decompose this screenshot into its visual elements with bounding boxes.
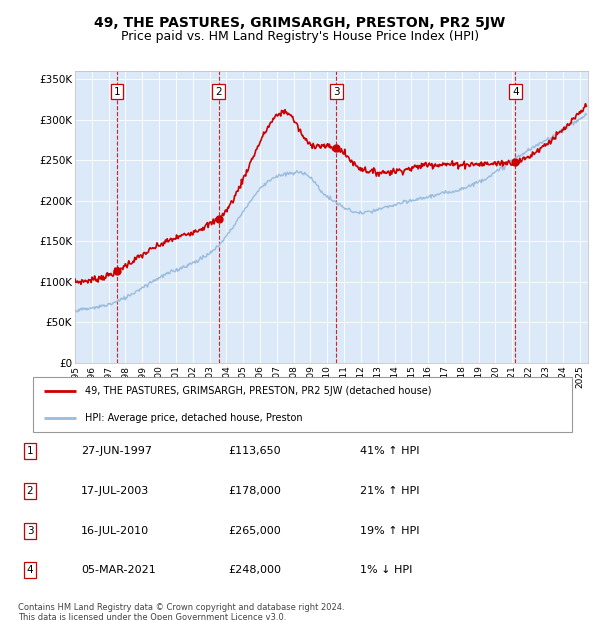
Text: Contains HM Land Registry data © Crown copyright and database right 2024.
This d: Contains HM Land Registry data © Crown c… [18, 603, 344, 620]
Text: £248,000: £248,000 [228, 565, 281, 575]
Point [214, 214, 223, 224]
Text: 4: 4 [512, 87, 518, 97]
Text: £178,000: £178,000 [228, 486, 281, 496]
Text: 1: 1 [26, 446, 34, 456]
Point [511, 157, 520, 167]
Text: 49, THE PASTURES, GRIMSARGH, PRESTON, PR2 5JW: 49, THE PASTURES, GRIMSARGH, PRESTON, PR… [94, 16, 506, 30]
Point [332, 143, 341, 153]
Text: 1: 1 [113, 87, 120, 97]
Point [112, 266, 122, 276]
Text: 19% ↑ HPI: 19% ↑ HPI [360, 526, 419, 536]
Text: 2: 2 [215, 87, 222, 97]
Text: 16-JUL-2010: 16-JUL-2010 [81, 526, 149, 536]
Text: 1% ↓ HPI: 1% ↓ HPI [360, 565, 412, 575]
Text: 05-MAR-2021: 05-MAR-2021 [81, 565, 156, 575]
Text: £113,650: £113,650 [228, 446, 281, 456]
Text: 2: 2 [26, 486, 34, 496]
Text: 41% ↑ HPI: 41% ↑ HPI [360, 446, 419, 456]
Text: Price paid vs. HM Land Registry's House Price Index (HPI): Price paid vs. HM Land Registry's House … [121, 30, 479, 43]
Text: 3: 3 [26, 526, 34, 536]
Text: 17-JUL-2003: 17-JUL-2003 [81, 486, 149, 496]
Text: 21% ↑ HPI: 21% ↑ HPI [360, 486, 419, 496]
FancyBboxPatch shape [33, 378, 572, 432]
Text: 49, THE PASTURES, GRIMSARGH, PRESTON, PR2 5JW (detached house): 49, THE PASTURES, GRIMSARGH, PRESTON, PR… [85, 386, 431, 396]
Text: 27-JUN-1997: 27-JUN-1997 [81, 446, 152, 456]
Text: £265,000: £265,000 [228, 526, 281, 536]
Text: 4: 4 [26, 565, 34, 575]
Text: HPI: Average price, detached house, Preston: HPI: Average price, detached house, Pres… [85, 413, 302, 423]
Text: 3: 3 [333, 87, 340, 97]
